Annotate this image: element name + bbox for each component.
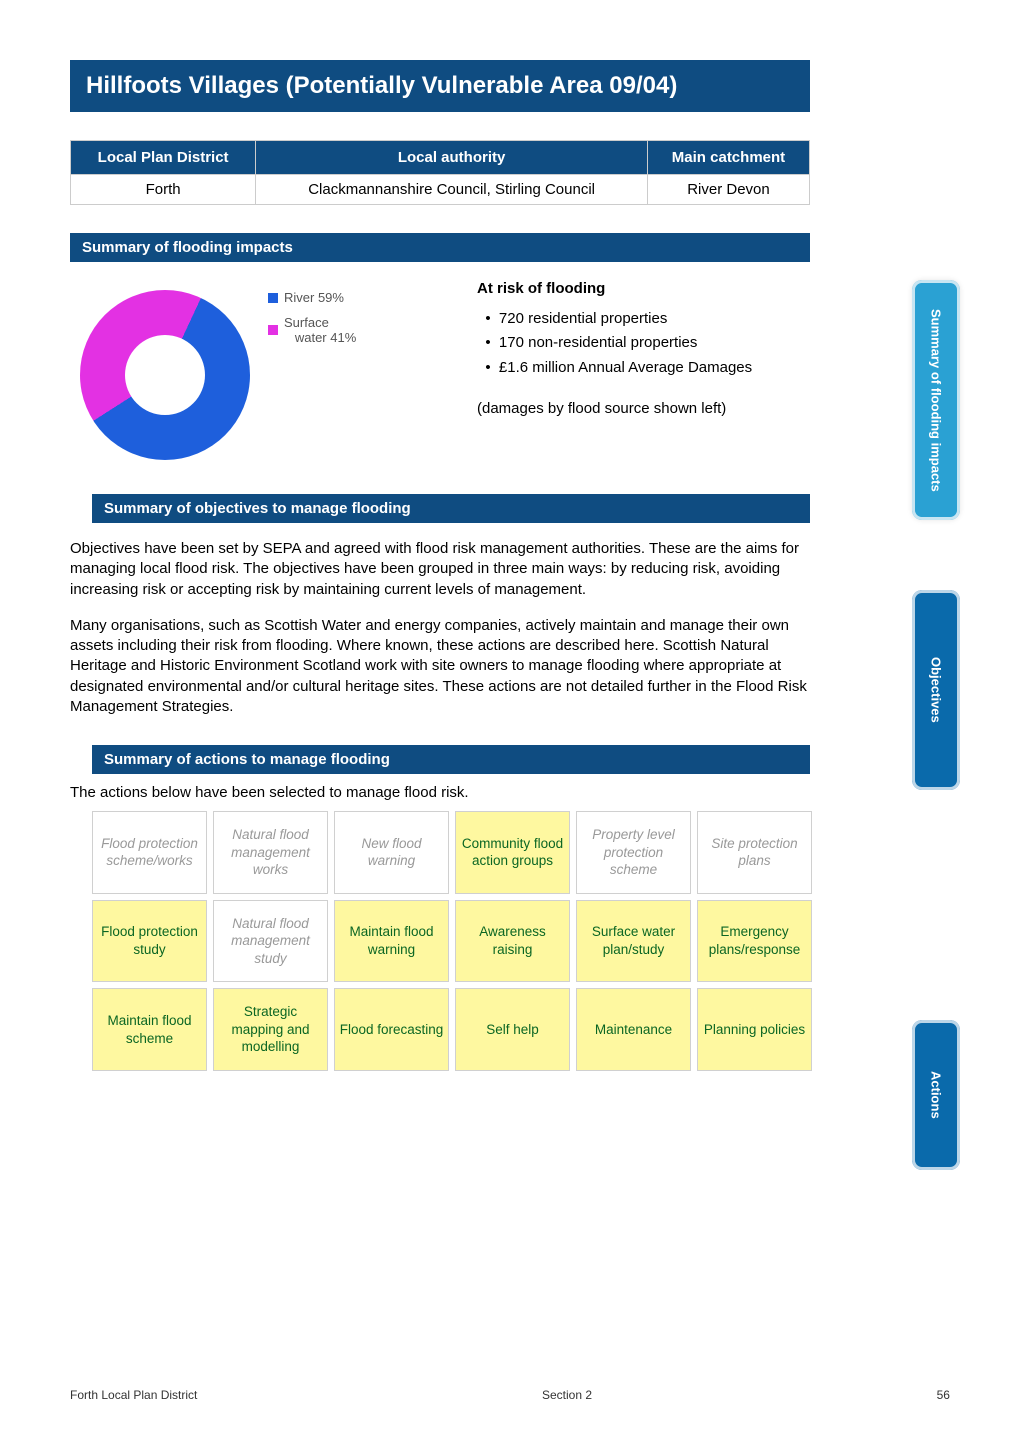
action-cell: Planning policies [697, 988, 812, 1071]
risk-bullet-2: • 170 non-residential properties [477, 333, 810, 353]
info-td-district: Forth [71, 175, 256, 205]
action-cell: Awareness raising [455, 900, 570, 983]
action-cell: Self help [455, 988, 570, 1071]
legend-row-river: River 59% [268, 290, 356, 305]
action-cell: Natural flood management study [213, 900, 328, 983]
legend-swatch-river [268, 293, 278, 303]
objectives-para-1: Objectives have been set by SEPA and agr… [70, 539, 810, 600]
side-tab-objectives[interactable]: Objectives [912, 590, 960, 790]
action-cell: New flood warning [334, 811, 449, 894]
info-th-authority: Local authority [256, 141, 648, 175]
risk-note: (damages by flood source shown left) [477, 399, 810, 419]
actions-grid: Flood protection scheme/worksNatural flo… [92, 811, 812, 1071]
section-header-objectives-text: Summary of objectives to manage flooding [104, 500, 411, 517]
side-tab-impacts-label: Summary of flooding impacts [929, 309, 944, 492]
page-footer: Forth Local Plan District Section 2 56 [70, 1388, 950, 1402]
action-cell: Strategic mapping and modelling [213, 988, 328, 1071]
risk-bullet-1: • 720 residential properties [477, 309, 810, 329]
side-tab-impacts[interactable]: Summary of flooding impacts [912, 280, 960, 520]
action-cell: Surface water plan/study [576, 900, 691, 983]
risk-bullet-3: • £1.6 million Annual Average Damages [477, 358, 810, 378]
action-cell: Natural flood management works [213, 811, 328, 894]
section-header-impacts-text: Summary of flooding impacts [82, 239, 293, 256]
action-cell: Property level protection scheme [576, 811, 691, 894]
section-header-impacts: Summary of flooding impacts [70, 233, 810, 262]
flood-summary-row: River 59% Surface water 41% At risk of f… [70, 262, 810, 466]
info-td-catchment: River Devon [647, 175, 809, 205]
section-header-actions: Summary of actions to manage flooding [92, 745, 810, 774]
action-cell: Maintain flood warning [334, 900, 449, 983]
legend-swatch-surface [268, 325, 278, 335]
chart-legend: River 59% Surface water 41% [268, 280, 356, 355]
side-tab-actions[interactable]: Actions [912, 1020, 960, 1170]
action-cell: Flood protection scheme/works [92, 811, 207, 894]
info-td-authority: Clackmannanshire Council, Stirling Counc… [256, 175, 648, 205]
risk-heading: At risk of flooding [477, 280, 810, 297]
legend-label-surface: Surface water 41% [284, 315, 356, 345]
section-header-objectives: Summary of objectives to manage flooding [92, 494, 810, 523]
footer-center: Section 2 [542, 1388, 592, 1402]
action-cell: Flood protection study [92, 900, 207, 983]
footer-right: 56 [937, 1388, 950, 1402]
legend-row-surface: Surface water 41% [268, 315, 356, 345]
legend-label-river: River 59% [284, 290, 344, 305]
side-tab-objectives-label: Objectives [929, 657, 944, 723]
action-cell: Maintain flood scheme [92, 988, 207, 1071]
actions-intro: The actions below have been selected to … [70, 784, 810, 801]
action-cell: Site protection plans [697, 811, 812, 894]
side-tab-actions-label: Actions [929, 1071, 944, 1119]
action-cell: Community flood action groups [455, 811, 570, 894]
action-cell: Emergency plans/response [697, 900, 812, 983]
page-title: Hillfoots Villages (Potentially Vulnerab… [86, 72, 677, 99]
info-table: Local Plan District Local authority Main… [70, 140, 810, 205]
objectives-body: Objectives have been set by SEPA and agr… [70, 539, 810, 717]
donut-chart [80, 290, 250, 460]
info-th-catchment: Main catchment [647, 141, 809, 175]
footer-left: Forth Local Plan District [70, 1388, 197, 1402]
risk-column: At risk of flooding • 720 residential pr… [477, 280, 810, 460]
info-th-district: Local Plan District [71, 141, 256, 175]
page-title-bar: Hillfoots Villages (Potentially Vulnerab… [70, 60, 810, 112]
chart-column: River 59% Surface water 41% [70, 280, 477, 460]
section-header-actions-text: Summary of actions to manage flooding [104, 751, 390, 768]
action-cell: Maintenance [576, 988, 691, 1071]
action-cell: Flood forecasting [334, 988, 449, 1071]
objectives-para-2: Many organisations, such as Scottish Wat… [70, 616, 810, 717]
